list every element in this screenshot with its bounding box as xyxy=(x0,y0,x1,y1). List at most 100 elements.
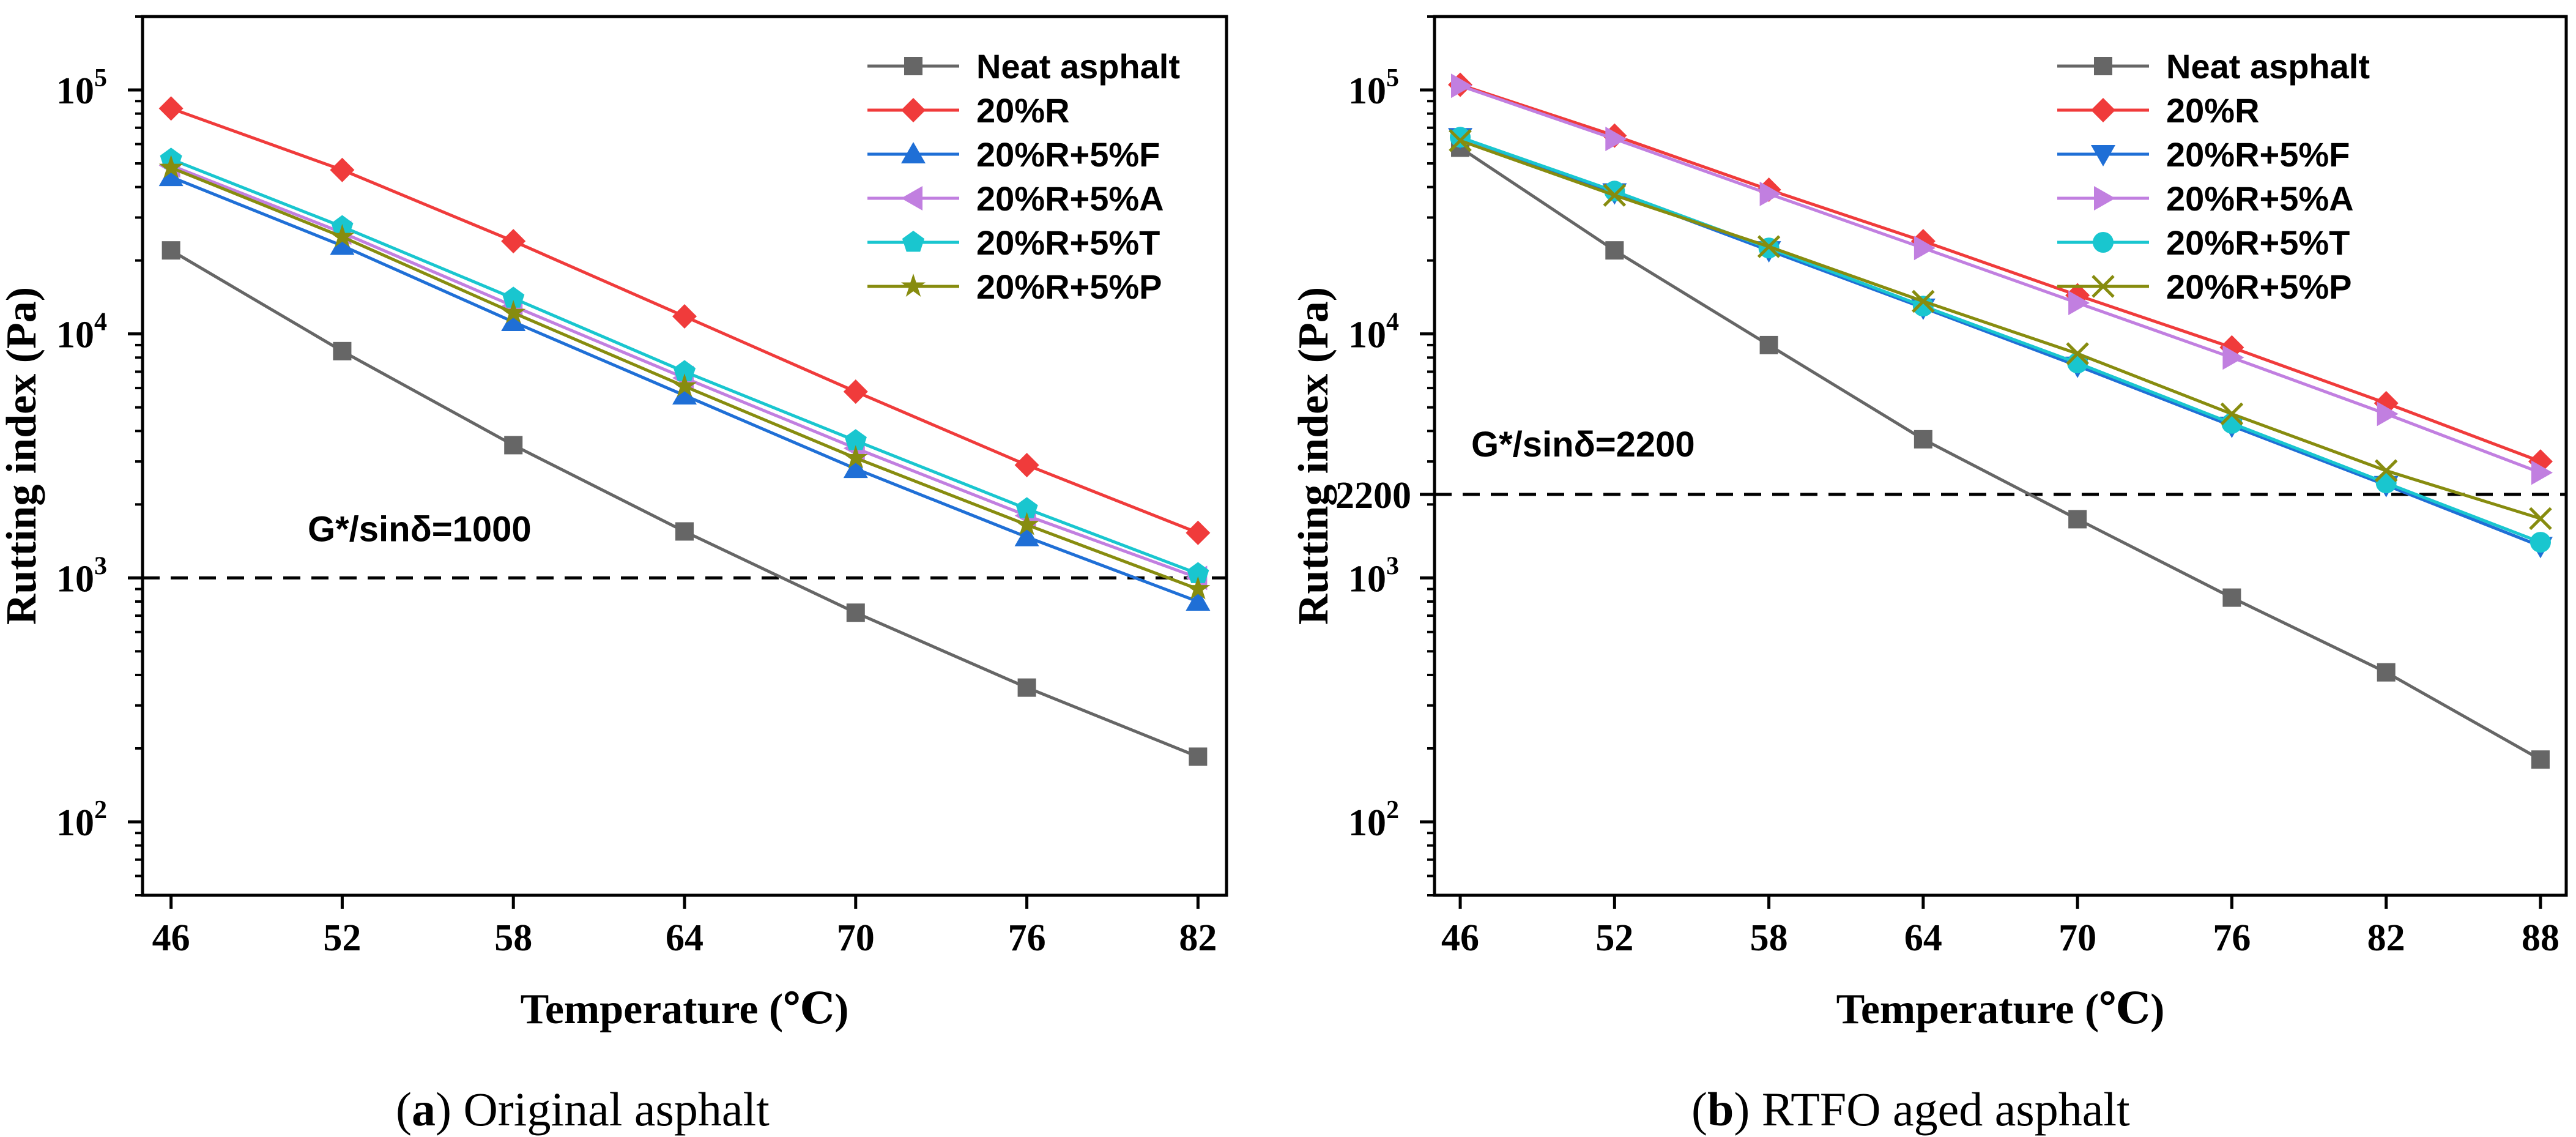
legend-label: 20%R+5%F xyxy=(976,135,1160,174)
legend-marker xyxy=(901,98,926,122)
data-point xyxy=(2222,345,2244,370)
legend-item-20-r: 20%R xyxy=(2057,91,2260,130)
legend-item-20-r-5-t: 20%R+5%T xyxy=(2057,223,2350,262)
legend-label: 20%R+5%F xyxy=(2166,135,2350,174)
x-tick-label: 82 xyxy=(2367,917,2405,959)
legend-label: Neat asphalt xyxy=(976,47,1180,86)
data-point xyxy=(2530,532,2551,553)
data-point xyxy=(2531,750,2550,769)
data-point xyxy=(501,300,526,324)
y-tick-label: 105 xyxy=(1348,64,1399,112)
x-axis-title: Temperature (℃) xyxy=(1836,986,2165,1033)
data-point xyxy=(2375,472,2397,494)
data-point xyxy=(1605,241,1624,260)
data-point xyxy=(2374,459,2398,482)
data-point xyxy=(2222,588,2241,607)
legend-label: Neat asphalt xyxy=(2166,47,2370,86)
legend-item-neat-asphalt: Neat asphalt xyxy=(867,47,1180,86)
legend-label: 20%R+5%A xyxy=(976,179,1164,218)
data-point xyxy=(1912,289,1935,313)
x-tick-label: 64 xyxy=(1904,917,1942,959)
chart-b: 46 52 58 64 70 76 82 88 102 103 2200 104 105 Temperat… xyxy=(1290,15,2568,1033)
data-point xyxy=(672,304,697,329)
data-point xyxy=(843,379,868,404)
data-point xyxy=(1759,181,1781,206)
legend-marker xyxy=(904,57,922,75)
legend-item-20-r: 20%R xyxy=(867,91,1070,130)
data-point xyxy=(2066,342,2089,365)
legend-item-20-r-5-f: 20%R+5%F xyxy=(867,135,1160,174)
data-point xyxy=(502,286,525,308)
legend-label: 20%R+5%T xyxy=(976,223,1160,262)
y-tick-label: 102 xyxy=(56,796,107,844)
legend-label: 20%R xyxy=(2166,91,2260,130)
series-line xyxy=(1459,146,2542,761)
legend-label: 20%R xyxy=(976,91,1070,130)
data-point xyxy=(1189,747,1208,766)
legend-marker xyxy=(2091,145,2115,166)
legend-item-20-r-5-a: 20%R+5%A xyxy=(2057,179,2354,218)
legend-label: 20%R+5%A xyxy=(2166,179,2354,218)
data-point xyxy=(672,373,697,397)
y-tick-label: 105 xyxy=(56,64,107,112)
y-tick-label: 103 xyxy=(1348,552,1399,600)
y-axis-title: Rutting index (Pa) xyxy=(1290,287,1337,625)
series-20-r-5-f xyxy=(158,165,1211,611)
x-tick-label: 46 xyxy=(152,917,190,959)
series-20-r-5-p xyxy=(158,155,1211,600)
data-point xyxy=(1757,235,1781,258)
legend-marker xyxy=(901,186,922,211)
series-neat-asphalt xyxy=(161,241,1208,766)
data-point xyxy=(158,155,184,179)
series-20-r-5-a xyxy=(1451,73,2553,485)
data-point xyxy=(2529,507,2552,531)
caption-b: (b) RTFO aged asphalt xyxy=(1691,1083,2130,1136)
x-tick-label: 58 xyxy=(494,917,532,959)
x-tick-label: 70 xyxy=(837,917,875,959)
data-point xyxy=(158,165,184,187)
legend-marker xyxy=(901,274,926,297)
data-point xyxy=(1605,127,1627,152)
data-point xyxy=(1014,524,1039,546)
legend-marker xyxy=(2094,57,2112,75)
data-point xyxy=(846,603,865,622)
y-tick-label: 2200 xyxy=(1335,475,1411,516)
data-point xyxy=(158,96,184,121)
data-point xyxy=(673,360,696,381)
data-point xyxy=(2220,402,2244,426)
y-tick-label: 102 xyxy=(1348,796,1399,844)
data-point xyxy=(2377,401,2399,427)
legend-label: 20%R+5%P xyxy=(2166,267,2352,306)
legend-item-20-r-5-t: 20%R+5%T xyxy=(867,223,1160,262)
data-point xyxy=(1186,520,1211,545)
data-point xyxy=(2068,290,2090,315)
data-point xyxy=(1014,512,1039,535)
legend-item-20-r-5-p: 20%R+5%P xyxy=(2057,267,2352,306)
x-tick-label: 46 xyxy=(1441,917,1479,959)
caption-a: (a) Original asphalt xyxy=(396,1083,770,1136)
y-axis-title: Rutting index (Pa) xyxy=(0,287,45,625)
reference-label: G*/sinδ=2200 xyxy=(1471,425,1695,464)
legend-item-20-r-5-a: 20%R+5%A xyxy=(867,179,1164,218)
data-point xyxy=(1603,184,1627,207)
legend-label: 20%R+5%T xyxy=(2166,223,2350,262)
series-line xyxy=(1460,139,2541,520)
data-point xyxy=(161,241,180,260)
data-point xyxy=(2068,510,2087,529)
legend-marker xyxy=(2094,186,2115,211)
data-point xyxy=(1759,335,1778,354)
data-point xyxy=(1017,678,1036,697)
data-point xyxy=(504,436,523,455)
legend-marker xyxy=(2091,98,2115,122)
data-point xyxy=(330,157,355,182)
data-point xyxy=(843,457,868,479)
data-point xyxy=(501,310,526,332)
y-tick-label: 104 xyxy=(1348,308,1399,356)
legend-item-20-r-5-p: 20%R+5%P xyxy=(867,267,1162,306)
series-line xyxy=(1460,135,2541,544)
data-point xyxy=(1913,430,1932,449)
data-point xyxy=(1449,129,1472,152)
legend-marker xyxy=(2092,275,2115,298)
x-tick-label: 52 xyxy=(1595,917,1633,959)
